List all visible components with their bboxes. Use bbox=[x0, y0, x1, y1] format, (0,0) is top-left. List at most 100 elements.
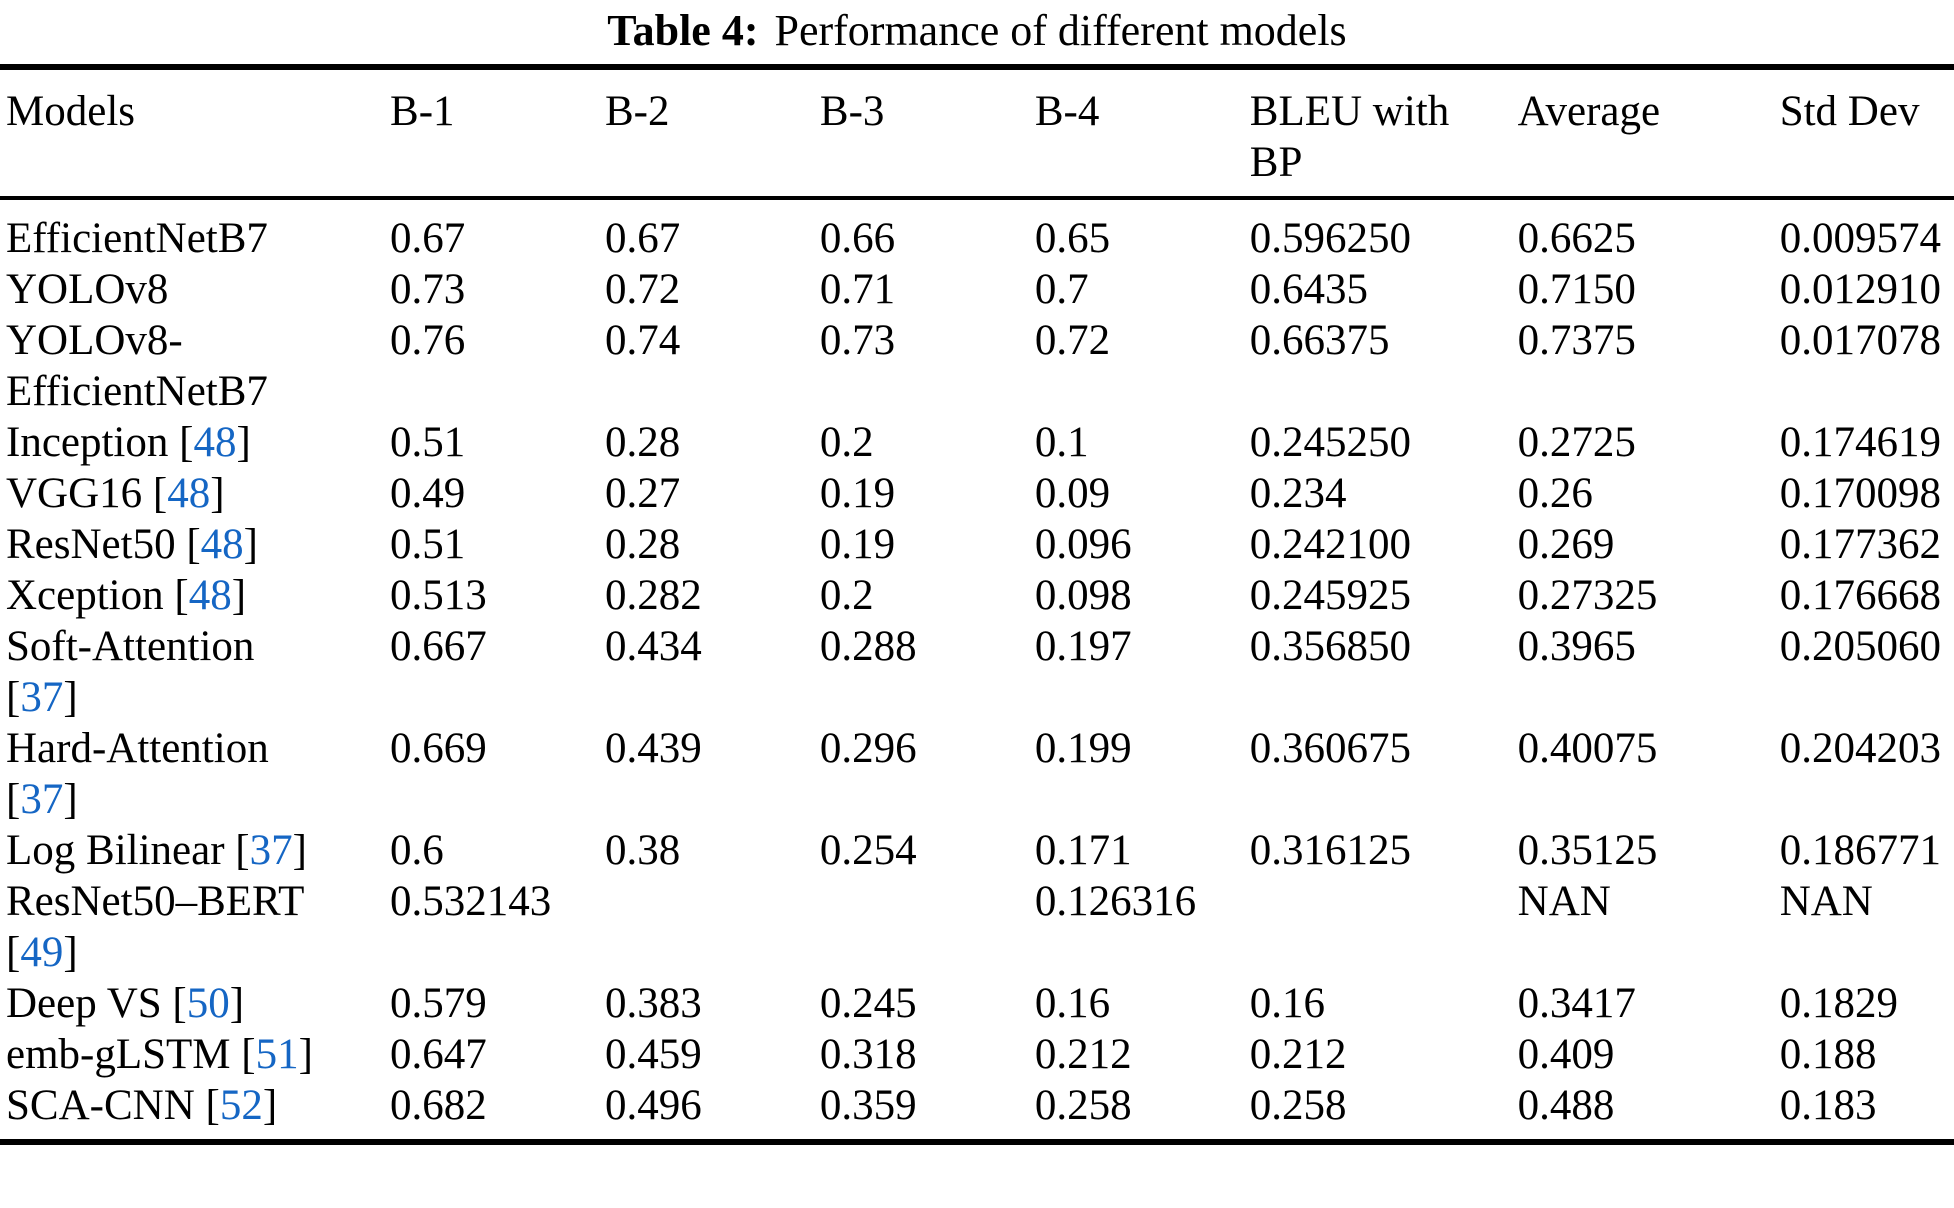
model-name-cell: Deep VS [50] bbox=[6, 980, 245, 1027]
table-row: Log Bilinear [37] 0.6 0.38 0.254 0.171 0.3161… bbox=[0, 825, 1954, 876]
table-row: Deep VS [50] 0.579 0.383 0.245 0.16 0.16 0.341… bbox=[0, 978, 1954, 1029]
value-cell: 0.72 bbox=[1034, 317, 1111, 364]
value-cell: 0.6625 bbox=[1517, 215, 1636, 262]
model-name-cell: SCA-CNN [52] bbox=[0, 1080, 391, 1145]
value-cell: NAN bbox=[1779, 878, 1873, 925]
value-cell: 0.183 bbox=[1779, 1080, 1954, 1145]
table-row: VGG16 [48] 0.49 0.27 0.19 0.09 0.234 0.26 0.170… bbox=[0, 468, 1954, 519]
value-cell: 0.204203 bbox=[1779, 725, 1941, 772]
value-cell: 0.76 bbox=[390, 317, 466, 364]
value-cell: 0.596250 bbox=[1249, 215, 1412, 262]
value-cell: 0.434 bbox=[604, 623, 702, 670]
table-body: EfficientNetB7 0.67 0.67 0.66 0.65 0.596250 0.… bbox=[0, 198, 1954, 1145]
citation-link[interactable]: 50 bbox=[186, 980, 230, 1027]
value-cell: 0.669 bbox=[390, 725, 487, 772]
value-cell: 0.009574 bbox=[1779, 215, 1941, 262]
value-cell: 0.245250 bbox=[1249, 419, 1412, 466]
value-cell: 0.7375 bbox=[1517, 317, 1636, 364]
value-cell: 0.3417 bbox=[1517, 980, 1636, 1027]
value-cell: 0.40075 bbox=[1517, 725, 1658, 772]
citation-link[interactable]: 48 bbox=[200, 521, 244, 568]
value-cell: 0.09 bbox=[1034, 470, 1111, 517]
value-cell: 0.318 bbox=[819, 1031, 917, 1078]
value-cell: 0.532143 bbox=[390, 878, 552, 925]
column-header-std-dev: Std Dev bbox=[1779, 64, 1954, 200]
model-name-cell: Inception [48] bbox=[6, 419, 251, 466]
value-cell: 0.667 bbox=[390, 623, 487, 670]
header-row: Models B-1 B-2 B-3 B-4 BLEU with BP Average Std… bbox=[0, 64, 1954, 200]
column-header-b-4: B-4 bbox=[1034, 64, 1250, 200]
citation-link[interactable]: 49 bbox=[20, 929, 64, 976]
citation-link[interactable]: 52 bbox=[219, 1082, 263, 1129]
column-header-b-1: B-1 bbox=[390, 64, 605, 200]
value-cell: 0.496 bbox=[604, 1080, 820, 1145]
table-header: Models B-1 B-2 B-3 B-4 BLEU with BP Average Std… bbox=[0, 64, 1954, 200]
value-cell: 0.096 bbox=[1034, 521, 1132, 568]
performance-table: Models B-1 B-2 B-3 B-4 BLEU with BP Average Std… bbox=[0, 64, 1954, 1145]
value-cell: 0.26 bbox=[1517, 470, 1593, 517]
value-cell: 0.16 bbox=[1249, 980, 1326, 1027]
model-name-cell: Xception [48] bbox=[6, 572, 247, 619]
citation-link[interactable]: 51 bbox=[255, 1031, 299, 1078]
table-row: ResNet50 [48] 0.51 0.28 0.19 0.096 0.242100 0.… bbox=[0, 519, 1954, 570]
value-cell: 0.177362 bbox=[1779, 521, 1941, 568]
citation-link[interactable]: 48 bbox=[167, 470, 211, 517]
citation-link[interactable]: 37 bbox=[20, 776, 64, 823]
value-cell: 0.017078 bbox=[1779, 317, 1941, 364]
table-row: emb-gLSTM [51] 0.647 0.459 0.318 0.212 0.212 0… bbox=[0, 1029, 1954, 1080]
value-cell: 0.6435 bbox=[1249, 266, 1369, 313]
value-cell: 0.356850 bbox=[1249, 623, 1412, 670]
value-cell: 0.513 bbox=[390, 572, 487, 619]
value-cell: 0.51 bbox=[390, 419, 466, 466]
model-name-cell: EfficientNetB7 bbox=[6, 215, 268, 262]
value-cell: 0.28 bbox=[604, 521, 681, 568]
table-row: YOLOv8- EfficientNetB7 0.76 0.74 0.73 0.72 0.… bbox=[0, 315, 1954, 417]
citation-link[interactable]: 48 bbox=[193, 419, 237, 466]
citation-link[interactable]: 37 bbox=[249, 827, 293, 874]
value-cell: 0.27 bbox=[604, 470, 681, 517]
value-cell: 0.098 bbox=[1034, 572, 1132, 619]
value-cell: 0.65 bbox=[1034, 215, 1111, 262]
citation-link[interactable]: 37 bbox=[20, 674, 64, 721]
citation-link[interactable]: 48 bbox=[188, 572, 232, 619]
table-caption: Table 4: Performance of different models bbox=[0, 0, 1954, 64]
value-cell: 0.296 bbox=[819, 725, 917, 772]
value-cell: 0.245 bbox=[819, 980, 917, 1027]
model-name-cell: ResNet50–BERT [49] bbox=[6, 878, 305, 976]
value-cell: 0.126316 bbox=[1034, 878, 1197, 925]
table-row: Soft-Attention [37] 0.667 0.434 0.288 0.197 0… bbox=[0, 621, 1954, 723]
value-cell: 0.459 bbox=[604, 1031, 702, 1078]
column-header-b-3: B-3 bbox=[819, 64, 1035, 200]
value-cell: 0.288 bbox=[819, 623, 917, 670]
value-cell: 0.409 bbox=[1517, 1031, 1615, 1078]
table-row: SCA-CNN [52] 0.682 0.496 0.359 0.258 0.258 0.4… bbox=[0, 1080, 1954, 1145]
value-cell: 0.245925 bbox=[1249, 572, 1412, 619]
value-cell: 0.73 bbox=[390, 266, 466, 313]
column-header-average: Average bbox=[1517, 64, 1780, 200]
value-cell: 0.282 bbox=[604, 572, 702, 619]
value-cell: 0.682 bbox=[390, 1080, 605, 1145]
value-cell: 0.234 bbox=[1249, 470, 1347, 517]
model-name-cell: Log Bilinear [37] bbox=[6, 827, 307, 874]
value-cell: 0.19 bbox=[819, 521, 896, 568]
value-cell: 0.16 bbox=[1034, 980, 1111, 1027]
model-name-cell: emb-gLSTM [51] bbox=[6, 1031, 313, 1078]
value-cell: 0.269 bbox=[1517, 521, 1615, 568]
value-cell: 0.7150 bbox=[1517, 266, 1636, 313]
value-cell: 0.242100 bbox=[1249, 521, 1412, 568]
table-row: Inception [48] 0.51 0.28 0.2 0.1 0.245250 0.27… bbox=[0, 417, 1954, 468]
value-cell: 0.176668 bbox=[1779, 572, 1941, 619]
value-cell: 0.171 bbox=[1034, 827, 1132, 874]
table-row: Xception [48] 0.513 0.282 0.2 0.098 0.245925 0… bbox=[0, 570, 1954, 621]
value-cell: 0.51 bbox=[390, 521, 466, 568]
table-row: Hard-Attention [37] 0.669 0.439 0.296 0.199 0… bbox=[0, 723, 1954, 825]
value-cell: 0.67 bbox=[390, 215, 466, 262]
model-name-cell: Soft-Attention [37] bbox=[6, 623, 255, 721]
value-cell: 0.186771 bbox=[1779, 827, 1941, 874]
value-cell: 0.258 bbox=[1249, 1080, 1518, 1145]
value-cell: 0.2 bbox=[819, 572, 874, 619]
value-cell: 0.012910 bbox=[1779, 266, 1941, 313]
value-cell: 0.2725 bbox=[1517, 419, 1636, 466]
value-cell: 0.212 bbox=[1034, 1031, 1132, 1078]
value-cell: NAN bbox=[1517, 878, 1611, 925]
